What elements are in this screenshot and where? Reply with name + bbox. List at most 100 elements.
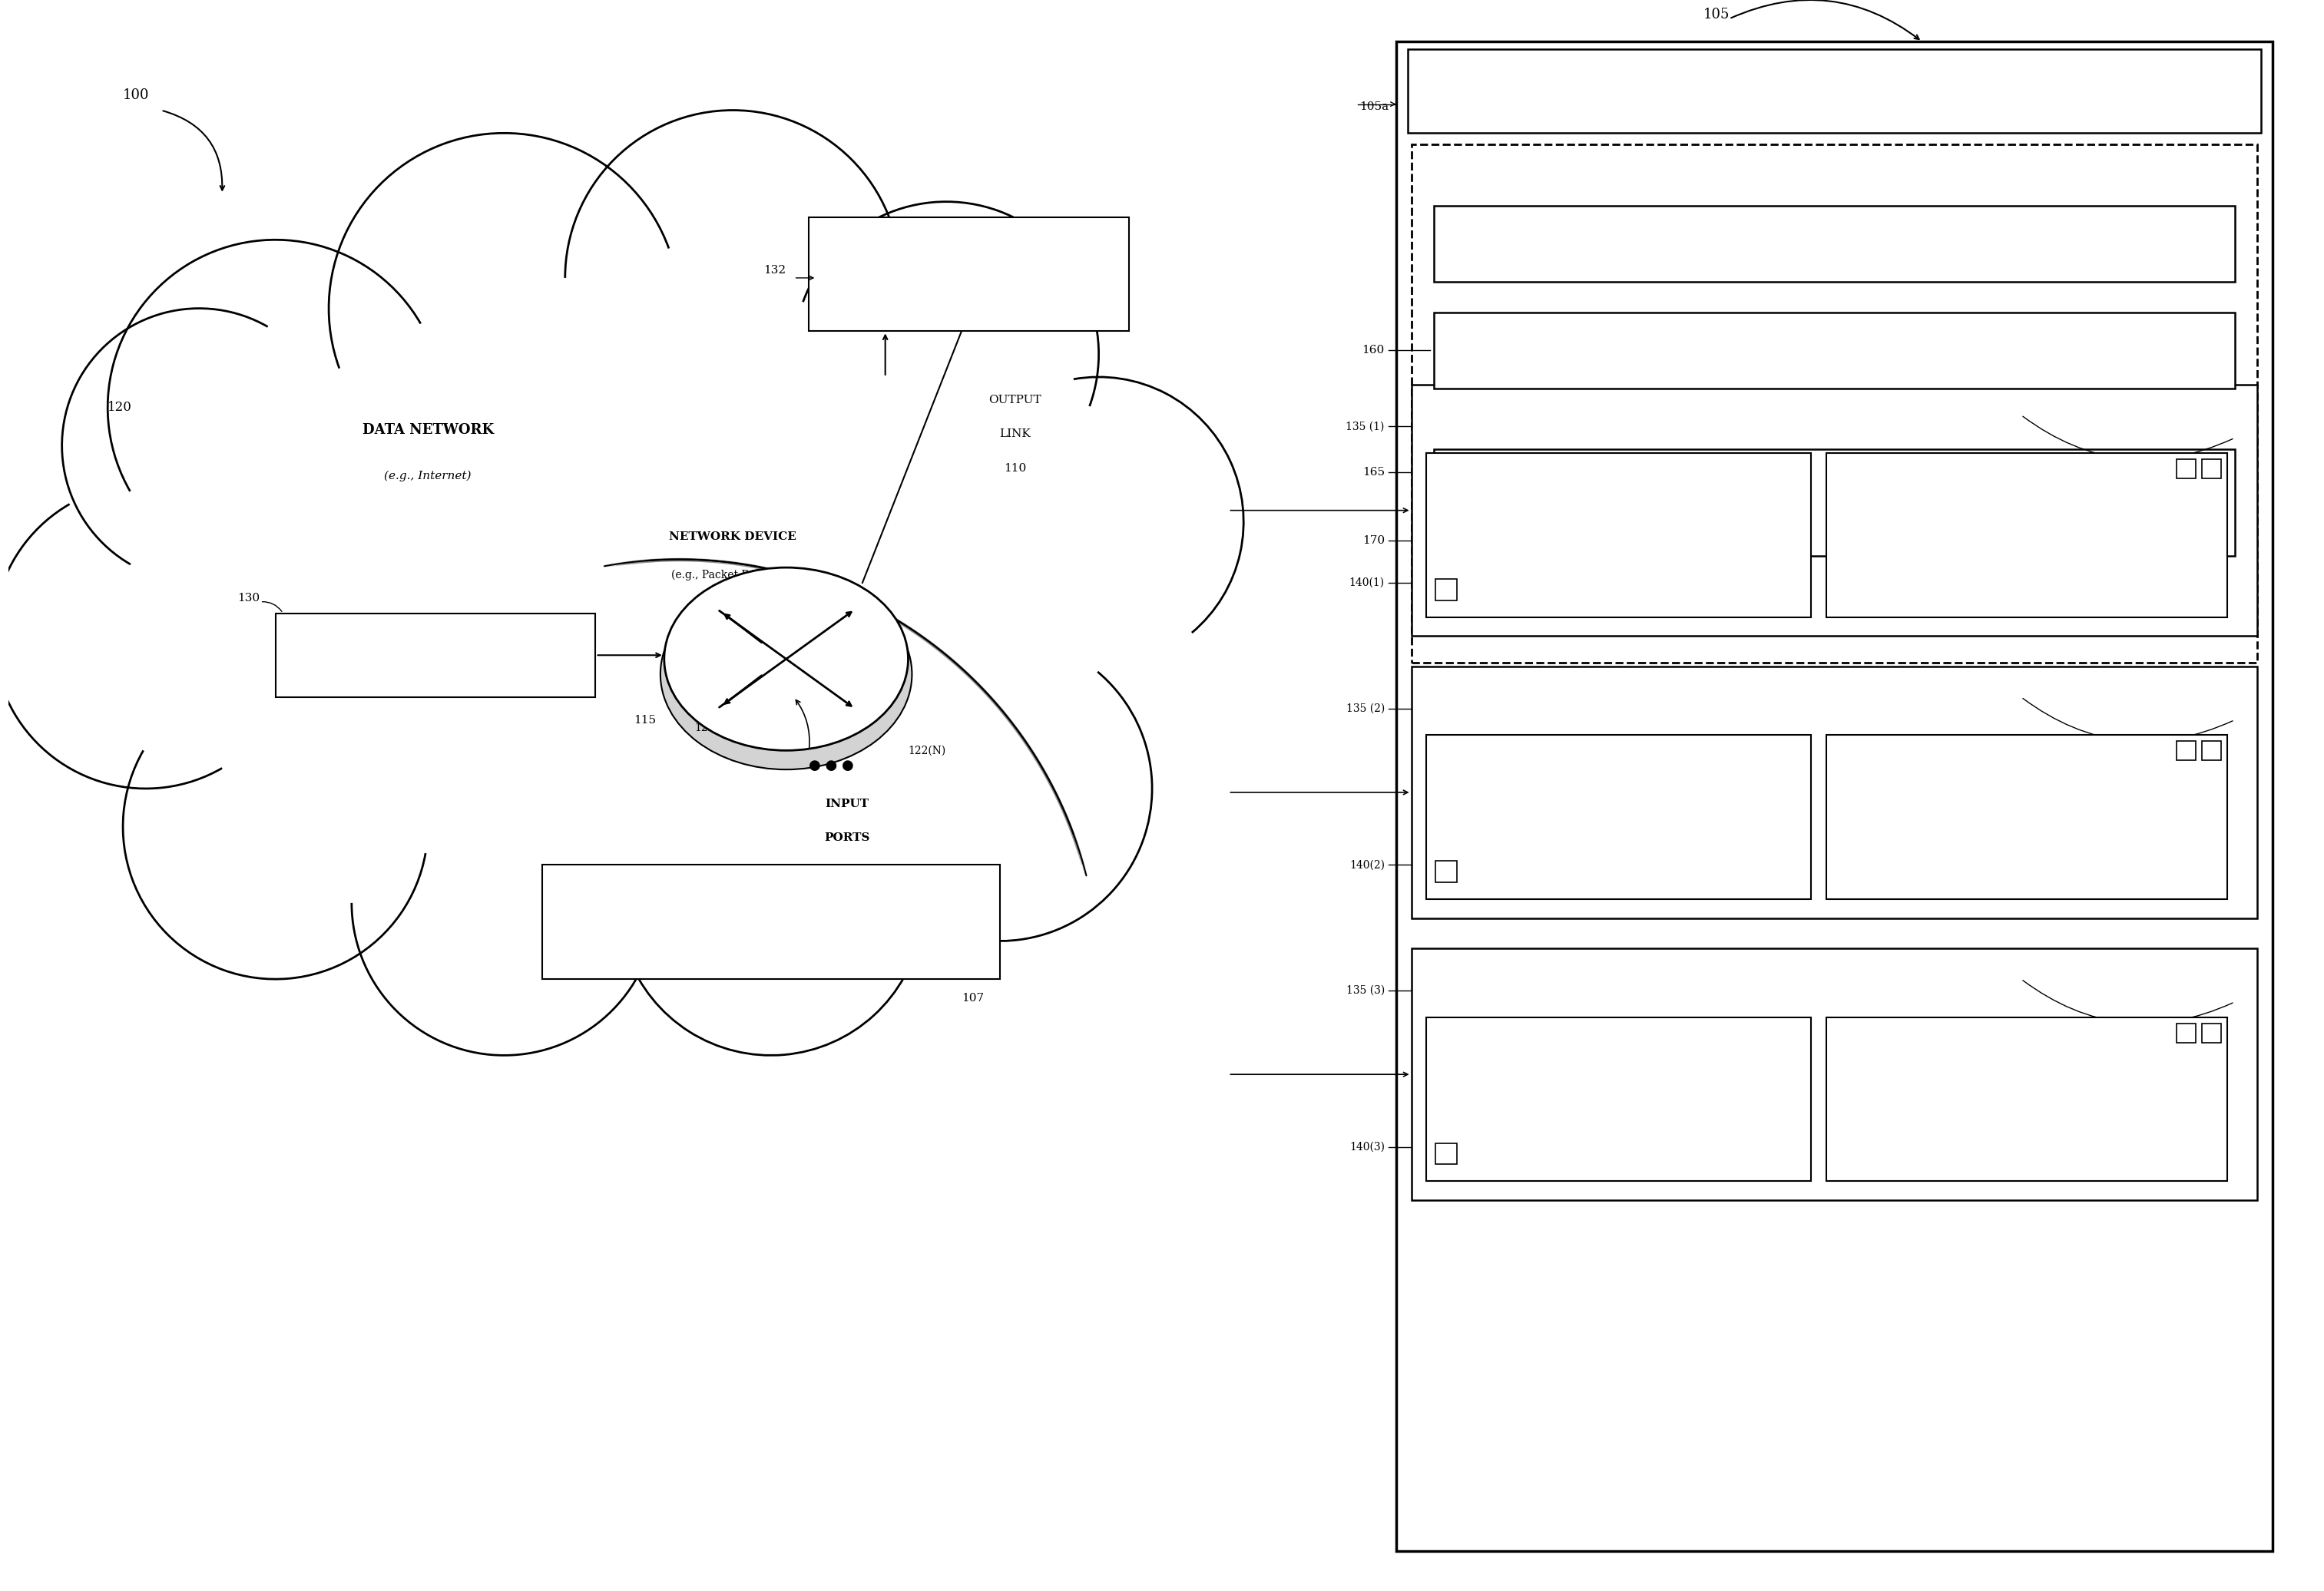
Circle shape (123, 675, 428, 978)
Text: FLOW: FLOW (1429, 1002, 1473, 1015)
Text: TRAFFIC: TRAFFIC (741, 947, 799, 958)
Text: 135 (2): 135 (2) (1346, 703, 1385, 714)
Text: FLOW: FLOW (1429, 438, 1473, 450)
Text: CREDIT: CREDIT (2001, 508, 2052, 519)
Bar (1436, 861, 1457, 883)
Circle shape (618, 751, 923, 1055)
Text: 125(3): 125(3) (1945, 972, 1980, 983)
Bar (277, 613, 595, 697)
Bar (1434, 312, 2236, 388)
Bar (809, 216, 1129, 331)
Text: 130: 130 (237, 592, 260, 603)
Bar (1411, 948, 2257, 1200)
Bar (2201, 1023, 2222, 1042)
Text: 160: 160 (1362, 345, 1385, 356)
Text: 135 (3): 135 (3) (1346, 985, 1385, 996)
Text: 125(1): 125(1) (1945, 409, 1980, 418)
Text: 170: 170 (1362, 536, 1385, 546)
Circle shape (0, 484, 297, 789)
Bar (1434, 449, 2236, 557)
Text: QUANTIFICATION: QUANTIFICATION (1769, 480, 1901, 495)
Text: QUEUE: QUEUE (1613, 584, 1662, 595)
Text: FIRST: FIRST (2006, 477, 2047, 487)
Text: 107: 107 (962, 993, 983, 1004)
Text: PACKET: PACKET (1592, 1071, 1645, 1082)
Text: INPUT: INPUT (825, 799, 869, 810)
Text: 140(3): 140(3) (1350, 1141, 1385, 1152)
Text: 105a: 105a (1360, 102, 1387, 111)
Text: 120: 120 (107, 401, 132, 414)
Bar (541, 866, 999, 978)
Text: 140(2): 140(2) (1350, 859, 1385, 870)
Circle shape (953, 377, 1243, 667)
Text: PACKET: PACKET (1592, 508, 1645, 519)
Text: 140(1): 140(1) (1350, 578, 1385, 589)
Text: FLOW: FLOW (1429, 719, 1473, 732)
Bar (2178, 460, 2196, 479)
Bar (1427, 1017, 1810, 1181)
Bar (1397, 41, 2273, 1551)
Text: 110: 110 (1004, 463, 1027, 474)
Text: (e.g., Internet): (e.g., Internet) (383, 471, 472, 482)
Text: ●●●: ●●● (1943, 1212, 1980, 1227)
Ellipse shape (665, 568, 909, 751)
Text: COUNTER: COUNTER (1992, 538, 2061, 549)
Text: 145 (2): 145 (2) (1618, 690, 1655, 702)
Text: 135 (1): 135 (1) (1346, 422, 1385, 431)
Text: LINK: LINK (999, 428, 1030, 439)
Bar (1434, 205, 2236, 282)
Text: SECOND: SECOND (1429, 689, 1494, 702)
Bar (1427, 453, 1810, 617)
Circle shape (351, 751, 658, 1055)
Text: FLOW CONTROLLER: FLOW CONTROLLER (1759, 344, 1910, 356)
Circle shape (795, 202, 1099, 506)
Bar (2201, 460, 2222, 479)
Text: INCOMING PACKET: INCOMING PACKET (704, 908, 837, 920)
Text: CREDIT: CREDIT (2001, 789, 2052, 800)
Text: THIRD: THIRD (2003, 1041, 2050, 1052)
Text: PACKET: PACKET (941, 302, 997, 313)
Text: 105: 105 (1703, 8, 1729, 22)
Text: SECOND: SECOND (1590, 759, 1648, 770)
Text: 150(1): 150(1) (1776, 649, 1810, 660)
Bar (1427, 735, 1810, 899)
Text: SCHEDULER LOGIC: SCHEDULER LOGIC (1762, 177, 1906, 189)
Bar (1827, 735, 2226, 899)
Text: SCHEDULER: SCHEDULER (1785, 84, 1885, 99)
Text: COUNTER: COUNTER (1992, 819, 2061, 831)
Text: 125(2): 125(2) (1945, 690, 1980, 702)
Text: SECOND: SECOND (1999, 759, 2054, 770)
Circle shape (107, 240, 444, 576)
Text: PACKET: PACKET (1592, 789, 1645, 800)
Text: (e.g., Packet ROUTER): (e.g., Packet ROUTER) (672, 570, 795, 581)
Bar (1827, 1017, 2226, 1181)
Text: QUEUE: QUEUE (1613, 866, 1662, 877)
Bar (1408, 49, 2261, 134)
Text: FIRST: FIRST (1429, 407, 1473, 420)
Text: PORTS: PORTS (825, 832, 869, 843)
Text: OUTGOING: OUTGOING (932, 266, 1006, 275)
Text: 150(2): 150(2) (1776, 932, 1810, 942)
Text: OUTPUT: OUTPUT (988, 395, 1041, 406)
Text: QUEUE: QUEUE (1613, 1149, 1662, 1158)
Text: QUEUE MANAGER: QUEUE MANAGER (1766, 237, 1901, 250)
Text: CONTROLLER: CONTROLLER (1783, 519, 1885, 531)
Bar (1411, 385, 2257, 636)
Text: ● ● ●: ● ● ● (809, 759, 855, 773)
Text: THIRD: THIRD (1597, 1041, 1641, 1052)
Ellipse shape (65, 197, 1171, 998)
Circle shape (63, 309, 337, 582)
Text: 115: 115 (634, 714, 655, 725)
Text: 122(N): 122(N) (909, 745, 946, 756)
Text: NETWORK DEVICE: NETWORK DEVICE (669, 531, 797, 543)
Text: CREDIT: CREDIT (2001, 1071, 2052, 1082)
Bar (2178, 1023, 2196, 1042)
Bar (1436, 1142, 1457, 1165)
Bar (1436, 579, 1457, 600)
Text: COUNTER: COUNTER (1992, 1103, 2061, 1112)
Text: TRANSCEIVER: TRANSCEIVER (386, 649, 483, 660)
Circle shape (848, 636, 1153, 940)
Bar (2178, 741, 2196, 760)
Bar (1411, 145, 2257, 663)
Circle shape (328, 134, 679, 484)
